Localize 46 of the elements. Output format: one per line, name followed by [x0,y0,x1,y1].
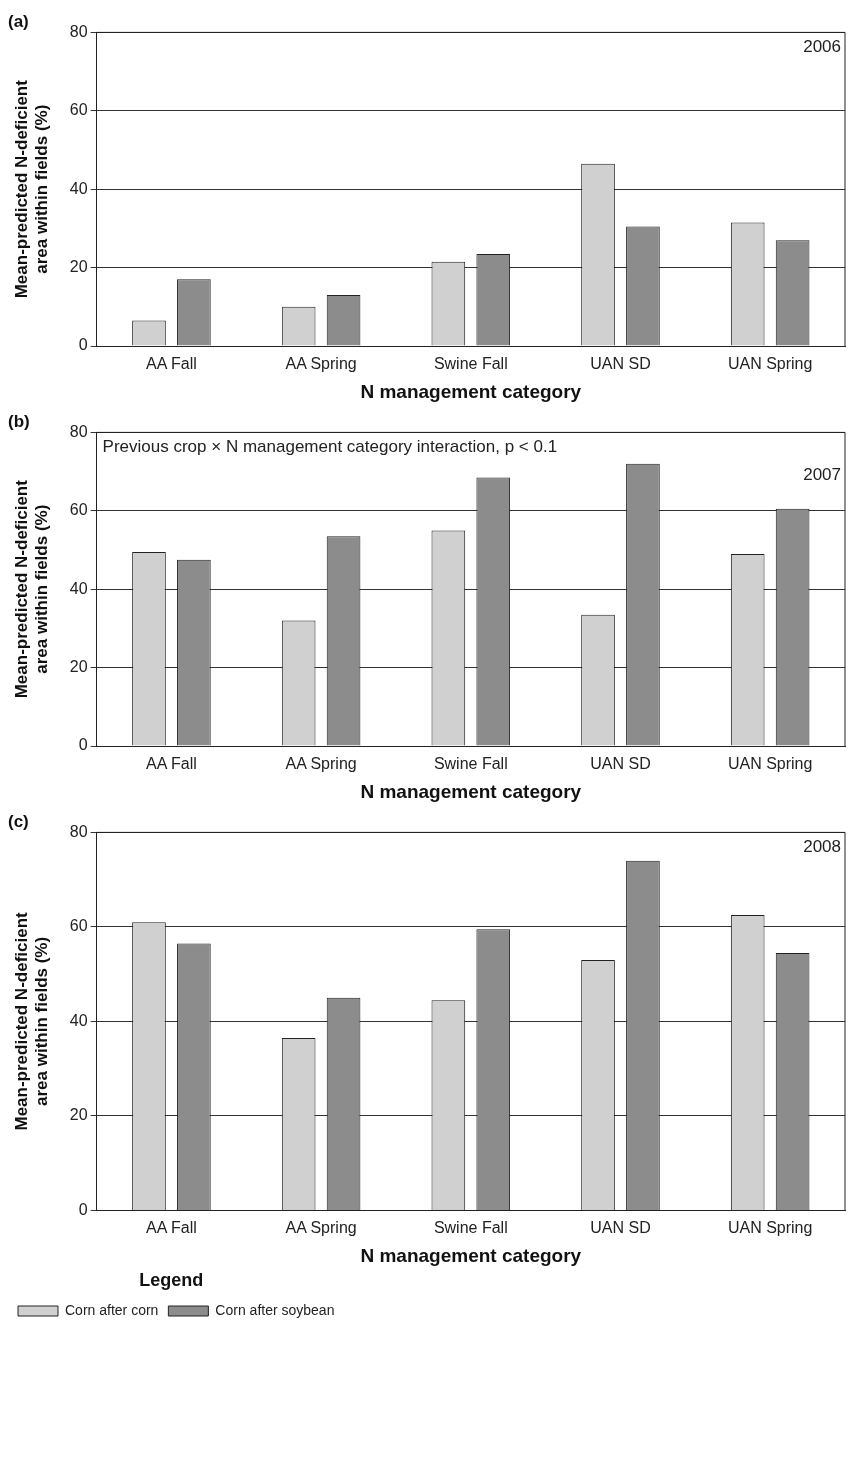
legend-label: Corn after corn [65,1301,159,1318]
x-tick-label: AA Fall [146,1219,197,1237]
y-tick-label: 80 [69,22,88,40]
x-axis-title: N management category [360,380,582,402]
x-tick-label: Swine Fall [433,355,508,373]
chart-title: (c) [8,811,29,831]
x-tick-label: Swine Fall [433,755,508,773]
y-tick-label: 80 [69,822,88,840]
y-tick-label: 0 [78,336,88,354]
chart-title: (b) [8,411,30,431]
y-tick-label: 20 [69,258,88,276]
y-axis-title: Mean-predicted N-deficient area within fields (%) [11,79,52,299]
y-axis-title: Mean-predicted N-deficient area within fields (%) [11,911,52,1131]
y-tick-label: 20 [69,658,88,676]
y-tick-label: 60 [69,101,88,119]
x-tick-label: AA Spring [285,355,357,373]
x-axis-title: N management category [360,1245,582,1267]
y-tick-label: 40 [69,579,88,597]
y-tick-label: 0 [78,1200,88,1218]
annotation: 2008 [803,836,841,856]
y-tick-label: 20 [69,1106,88,1124]
x-tick-label: UAN SD [590,1219,651,1237]
x-tick-label: UAN Spring [727,755,813,773]
y-tick-label: 0 [78,736,88,754]
legend-title: Legend [139,1270,204,1291]
x-tick-label: UAN SD [590,755,651,773]
chart-title: (a) [8,11,29,31]
x-axis-title: N management category [360,780,582,802]
y-tick-label: 60 [69,917,88,935]
legend-label: Corn after soybean [215,1301,335,1318]
x-tick-label: AA Fall [146,355,197,373]
annotation: 2007 [803,464,841,484]
x-tick-label: UAN SD [590,355,651,373]
y-tick-label: 40 [69,1011,88,1029]
x-tick-label: AA Spring [285,755,357,773]
y-axis-title: Mean-predicted N-deficient area within fields (%) [11,479,52,699]
x-tick-label: UAN Spring [727,355,813,373]
x-tick-label: Swine Fall [433,1219,508,1237]
annotation: 2006 [803,36,841,56]
y-tick-label: 40 [69,179,88,197]
y-tick-label: 80 [69,422,88,440]
y-tick-label: 60 [69,501,88,519]
x-tick-label: AA Fall [146,755,197,773]
x-tick-label: UAN Spring [727,1219,813,1237]
x-tick-label: AA Spring [285,1219,357,1237]
annotation: Previous crop × N management category interaction, p < 0.1 [102,436,558,456]
